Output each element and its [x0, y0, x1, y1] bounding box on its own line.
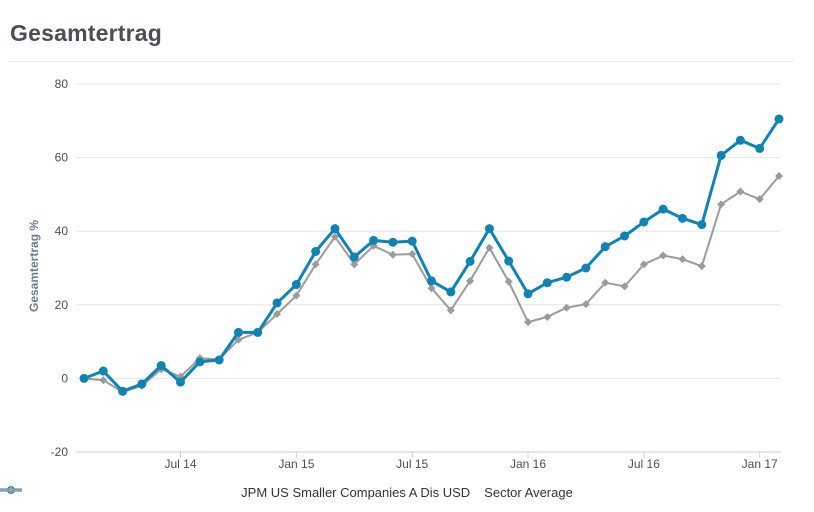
x-tick-label: Jan 15: [278, 457, 314, 471]
chart-legend: JPM US Smaller Companies A Dis USD Secto…: [0, 485, 814, 500]
y-axis-label: Gesamtertrag %: [27, 220, 41, 312]
fund-point[interactable]: [137, 379, 147, 389]
fund-point[interactable]: [446, 287, 456, 297]
y-tick-label: 20: [55, 298, 69, 312]
sector-point[interactable]: [601, 278, 610, 287]
sector-point[interactable]: [736, 187, 745, 196]
sector-point[interactable]: [427, 284, 436, 293]
fund-point[interactable]: [349, 252, 359, 262]
fund-point[interactable]: [195, 357, 205, 367]
fund-point[interactable]: [427, 276, 436, 286]
fund-point[interactable]: [272, 298, 282, 308]
sector-point[interactable]: [581, 300, 590, 309]
fund-point[interactable]: [253, 327, 263, 337]
sector-point[interactable]: [639, 260, 648, 269]
sector-point[interactable]: [755, 195, 764, 204]
x-tick-label: Jan 17: [742, 457, 778, 471]
fund-point[interactable]: [658, 204, 668, 214]
sector-point[interactable]: [388, 250, 397, 259]
sector-point[interactable]: [562, 303, 571, 312]
y-tick-label: 0: [61, 371, 68, 385]
fund-point[interactable]: [291, 280, 301, 290]
fund-point[interactable]: [542, 278, 552, 288]
fund-point[interactable]: [407, 236, 417, 246]
fund-point[interactable]: [755, 143, 765, 153]
fund-point[interactable]: [523, 289, 533, 299]
fund-point[interactable]: [311, 246, 321, 256]
sector-point[interactable]: [311, 260, 320, 269]
y-tick-label: -20: [51, 445, 69, 459]
sector-point[interactable]: [446, 306, 455, 315]
sector-point[interactable]: [775, 172, 783, 180]
sector-point[interactable]: [524, 318, 533, 327]
legend-item-sector[interactable]: Sector Average: [0, 485, 573, 500]
y-tick-label: 40: [55, 224, 69, 238]
fund-point[interactable]: [98, 366, 108, 376]
sector-point[interactable]: [99, 376, 108, 385]
fund-point[interactable]: [214, 355, 224, 365]
fund-point[interactable]: [118, 386, 128, 396]
fund-point[interactable]: [504, 256, 514, 266]
fund-point[interactable]: [600, 242, 610, 252]
sector-point[interactable]: [330, 232, 339, 241]
fund-point[interactable]: [388, 237, 398, 247]
x-tick-label: Jul 15: [396, 457, 428, 471]
fund-point[interactable]: [639, 217, 649, 227]
series-fund: [79, 114, 784, 396]
fund-point[interactable]: [562, 272, 572, 282]
fund-line: [83, 118, 781, 393]
sector-point[interactable]: [717, 200, 726, 209]
fund-point[interactable]: [156, 361, 166, 371]
sector-point[interactable]: [543, 312, 552, 321]
sector-point[interactable]: [466, 276, 475, 285]
sector-point[interactable]: [697, 262, 706, 271]
sector-point[interactable]: [273, 310, 282, 318]
page-title: Gesamtertrag: [10, 20, 162, 46]
y-tick-label: 60: [55, 151, 69, 165]
y-tick-label: 80: [55, 77, 69, 91]
fund-point[interactable]: [677, 213, 687, 223]
sector-point[interactable]: [620, 282, 629, 291]
legend-label-sector: Sector Average: [484, 485, 573, 500]
legend-item-fund[interactable]: JPM US Smaller Companies A Dis USD: [0, 485, 471, 500]
fund-point[interactable]: [735, 135, 745, 145]
fund-point[interactable]: [697, 220, 707, 230]
fund-point[interactable]: [369, 235, 379, 245]
sector-point[interactable]: [350, 260, 359, 269]
fund-point[interactable]: [716, 150, 726, 160]
fund-point[interactable]: [465, 256, 475, 266]
sector-point[interactable]: [659, 251, 668, 260]
fund-point[interactable]: [581, 263, 591, 273]
title-divider: [8, 61, 794, 62]
sector-point[interactable]: [408, 250, 417, 259]
legend-label-fund: JPM US Smaller Companies A Dis USD: [241, 485, 471, 500]
sector-point[interactable]: [678, 255, 687, 264]
x-tick-label: Jul 16: [628, 457, 660, 471]
sector-point[interactable]: [292, 291, 301, 300]
fund-point[interactable]: [620, 231, 630, 241]
x-tick-label: Jan 16: [510, 457, 546, 471]
fund-point[interactable]: [233, 327, 243, 337]
fund-point[interactable]: [484, 224, 494, 234]
fund-point[interactable]: [79, 373, 89, 383]
sector-point[interactable]: [504, 277, 513, 286]
fund-point[interactable]: [176, 377, 186, 387]
fund-point[interactable]: [774, 114, 784, 124]
legend-line-diamond-icon: [0, 486, 22, 494]
fund-point[interactable]: [330, 224, 340, 234]
sector-point[interactable]: [485, 243, 494, 252]
x-tick-label: Jul 14: [165, 457, 197, 471]
